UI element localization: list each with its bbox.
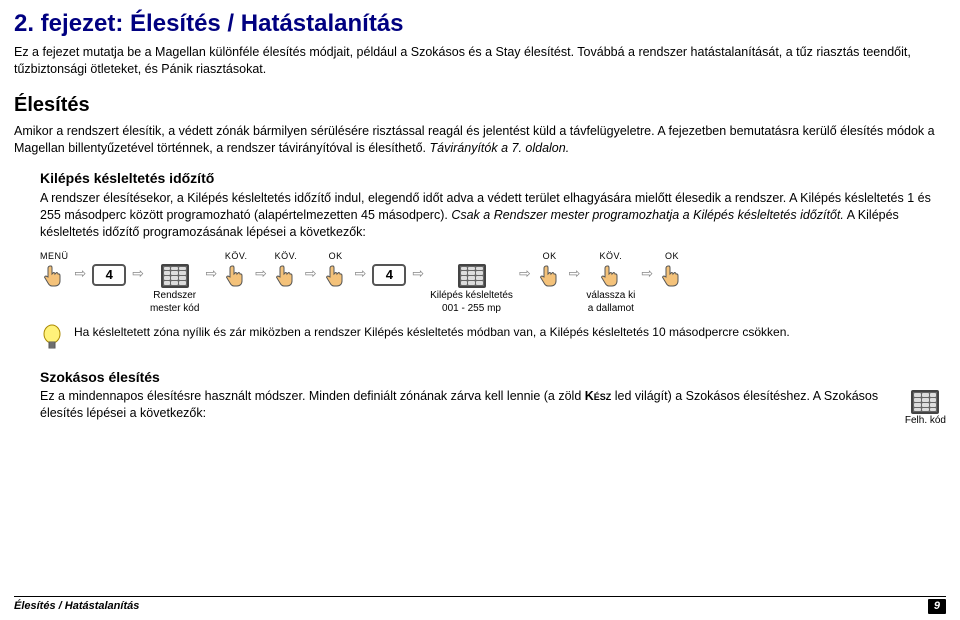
keypad-icon xyxy=(458,264,486,288)
arming-heading: Élesítés xyxy=(14,92,946,119)
page-number: 9 xyxy=(928,599,946,614)
arming-para: Amikor a rendszert élesítik, a védett zó… xyxy=(14,123,946,157)
caption-delay: Kilépés késleltetés 001 - 255 mp xyxy=(430,289,513,316)
arrow-icon: ⇨ xyxy=(641,250,653,283)
regular-para: Ez a mindennapos élesítésre használt mód… xyxy=(40,388,897,422)
regular-kesz: Kész xyxy=(585,389,612,403)
step-sequence: MENÜ ⇨ 4 ⇨ Rendszer mester kód ⇨ KÖV. ⇨ … xyxy=(40,250,946,315)
caption-tune: válassza ki a dallamot xyxy=(586,289,635,316)
keypad-icon xyxy=(161,264,189,288)
step-ok-label: OK xyxy=(665,250,679,262)
arrow-icon: ⇨ xyxy=(305,250,317,283)
pointer-icon xyxy=(323,264,349,288)
hint-text: Ha késleltetett zóna nyílik és zár miköz… xyxy=(74,324,790,340)
step-kov-label: KÖV. xyxy=(225,250,248,262)
arrow-icon: ⇨ xyxy=(412,250,424,283)
chapter-intro: Ez a fejezet mutatja be a Magellan külön… xyxy=(14,44,946,78)
caption-master: Rendszer mester kód xyxy=(150,289,199,316)
pointer-icon xyxy=(41,264,67,288)
chapter-title: 2. fejezet: Élesítés / Hatástalanítás xyxy=(14,8,946,40)
exitdelay-heading: Kilépés késleltetés időzítő xyxy=(40,169,946,188)
keypad-icon xyxy=(911,390,939,414)
arming-para-link: Távirányítók a 7. oldalon. xyxy=(430,141,570,155)
arrow-icon: ⇨ xyxy=(355,250,367,283)
key-4: 4 xyxy=(92,264,126,286)
hint-row: Ha késleltetett zóna nyílik és zár miköz… xyxy=(40,324,946,354)
arrow-icon: ⇨ xyxy=(205,250,217,283)
pointer-icon xyxy=(598,264,624,288)
arrow-icon: ⇨ xyxy=(255,250,267,283)
step-ok-label: OK xyxy=(329,250,343,262)
pointer-icon xyxy=(537,264,563,288)
pointer-icon xyxy=(659,264,685,288)
user-code-icon-col: Felh. kód xyxy=(905,388,946,428)
step-menu-label: MENÜ xyxy=(40,250,69,262)
footer-divider xyxy=(14,596,946,597)
caption-usercode: Felh. kód xyxy=(905,414,946,428)
arrow-icon: ⇨ xyxy=(569,250,581,283)
regular-heading: Szokásos élesítés xyxy=(40,368,946,387)
step-kov-label: KÖV. xyxy=(600,250,623,262)
page-footer: Élesítés / Hatástalanítás 9 xyxy=(0,596,960,614)
exitdelay-text-it: Csak a Rendszer mester programozhatja a … xyxy=(451,208,844,222)
exitdelay-para: A rendszer élesítésekor, a Kilépés késle… xyxy=(40,190,946,241)
key-4: 4 xyxy=(372,264,406,286)
pointer-icon xyxy=(223,264,249,288)
arrow-icon: ⇨ xyxy=(132,250,144,283)
arrow-icon: ⇨ xyxy=(75,250,87,283)
footer-text: Élesítés / Hatástalanítás xyxy=(14,599,139,614)
lightbulb-icon xyxy=(40,324,64,354)
regular-text-a: Ez a mindennapos élesítésre használt mód… xyxy=(40,389,585,403)
step-kov-label: KÖV. xyxy=(275,250,298,262)
step-ok-label: OK xyxy=(543,250,557,262)
pointer-icon xyxy=(273,264,299,288)
arrow-icon: ⇨ xyxy=(519,250,531,283)
